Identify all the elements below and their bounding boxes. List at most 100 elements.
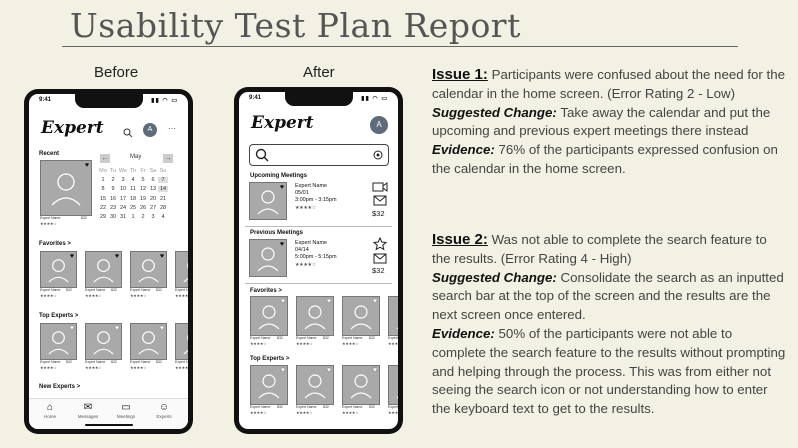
video-call-icon[interactable] <box>372 181 388 195</box>
expert-card[interactable]: ♥ <box>175 323 188 360</box>
expert-card[interactable]: ♥ <box>342 296 380 336</box>
avatar[interactable]: A <box>143 123 157 137</box>
expert-card[interactable]: ♥ <box>130 323 167 360</box>
calendar-day[interactable]: 16 <box>109 195 117 202</box>
expert-card[interactable]: ♥ <box>85 251 122 288</box>
top-experts-section-title[interactable]: Top Experts > <box>39 313 79 319</box>
top-experts-section-title[interactable]: Top Experts > <box>250 356 290 362</box>
weekday-header: Sa <box>149 168 157 174</box>
calendar-day[interactable]: 10 <box>119 186 127 193</box>
heart-icon[interactable]: ♥ <box>326 367 331 374</box>
tab-home[interactable]: ⌂ Home <box>33 402 67 419</box>
favorites-section-title[interactable]: Favorites > <box>250 288 282 294</box>
calendar-day[interactable]: 19 <box>139 195 147 202</box>
rating-stars: ★★★★☆ <box>388 341 398 346</box>
calendar-day[interactable]: 27 <box>149 204 157 211</box>
calendar-day[interactable]: 3 <box>121 177 125 184</box>
rating-stars: ★★★★☆ <box>296 410 313 415</box>
heart-icon[interactable]: ♥ <box>372 367 377 374</box>
calendar-day[interactable]: 25 <box>129 204 137 211</box>
calendar-day[interactable]: 31 <box>119 213 127 220</box>
calendar-day[interactable]: 23 <box>109 204 117 211</box>
tab-messages[interactable]: ✉ Messages <box>71 402 105 419</box>
calendar-day[interactable]: 11 <box>130 186 136 193</box>
more-icon[interactable]: ··· <box>168 124 176 133</box>
expert-card[interactable]: ♥ <box>175 251 188 288</box>
calendar-day[interactable]: 24 <box>119 204 127 211</box>
calendar-day[interactable]: 30 <box>109 213 117 220</box>
calendar-day[interactable]: 21 <box>159 195 167 202</box>
expert-card[interactable]: ♥ <box>388 365 398 405</box>
tab-meetings[interactable]: ▭ Meetings <box>109 402 143 419</box>
favorites-section-title[interactable]: Favorites > <box>39 241 71 247</box>
star-icon[interactable] <box>372 236 388 253</box>
calendar-day[interactable]: 1 <box>131 213 135 220</box>
new-experts-section-title[interactable]: New Experts > <box>39 384 81 390</box>
calendar-day[interactable]: 7 <box>158 177 168 184</box>
calendar-grid[interactable]: Mo Tu We Th Fr Sa Su 1 2 3 4 5 6 7 8 9 10 11 12 13 14 15 16 17 1… <box>98 168 168 220</box>
calendar-day[interactable]: 20 <box>149 195 157 202</box>
heart-icon[interactable]: ♥ <box>114 253 119 260</box>
calendar-day[interactable]: 18 <box>129 195 137 202</box>
expert-card[interactable]: ♥ <box>40 251 77 288</box>
heart-icon[interactable]: ♥ <box>326 298 331 305</box>
mail-icon[interactable] <box>373 253 387 266</box>
heart-icon[interactable]: ♥ <box>280 367 285 374</box>
calendar-day[interactable]: 22 <box>99 204 107 211</box>
calendar-day[interactable]: 26 <box>139 204 147 211</box>
calendar-day[interactable]: 6 <box>151 177 155 184</box>
rating-stars: ★★★★☆ <box>295 262 316 268</box>
search-icon[interactable] <box>123 125 133 138</box>
heart-icon[interactable]: ♥ <box>69 325 74 332</box>
expert-card[interactable]: ♥ <box>296 365 334 405</box>
expert-card[interactable]: ♥ <box>85 323 122 360</box>
weekday-header: Th <box>129 168 137 174</box>
heart-icon[interactable]: ♥ <box>159 325 164 332</box>
calendar-day[interactable]: 4 <box>131 177 135 184</box>
expert-card[interactable]: ♥ <box>40 323 77 360</box>
calendar-day[interactable]: 2 <box>141 213 145 220</box>
calendar-day[interactable]: 29 <box>99 213 107 220</box>
recent-expert-card[interactable]: ♥ <box>40 160 92 216</box>
expert-card[interactable]: ♥ <box>342 365 380 405</box>
heart-icon[interactable]: ♥ <box>69 253 74 260</box>
calendar-day[interactable]: 1 <box>101 177 105 184</box>
issue-1-text: Participants were confused about the nee… <box>432 67 786 101</box>
heart-icon[interactable]: ♥ <box>372 298 377 305</box>
expert-card[interactable]: ♥ <box>250 296 288 336</box>
recent-section-title: Recent <box>39 151 60 157</box>
calendar-day[interactable]: 3 <box>151 213 155 220</box>
calendar-day[interactable]: 28 <box>159 204 167 211</box>
calendar-day[interactable]: 2 <box>111 177 115 184</box>
next-month-button[interactable]: → <box>163 154 173 163</box>
heart-icon[interactable]: ♥ <box>279 241 284 248</box>
heart-icon[interactable]: ♥ <box>279 184 284 191</box>
heart-icon[interactable]: ♥ <box>114 325 119 332</box>
calendar-day[interactable]: 15 <box>99 195 107 202</box>
expert-card[interactable]: ♥ <box>296 296 334 336</box>
expert-card[interactable]: ♥ <box>250 365 288 405</box>
calendar-day[interactable]: 9 <box>111 186 115 193</box>
avatar[interactable]: A <box>370 116 388 134</box>
calendar-day[interactable]: 8 <box>101 186 105 193</box>
previous-meeting-row[interactable]: ♥ Expert Name 04/14 5:00pm - 5:15pm ★★★★… <box>245 236 392 284</box>
mail-icon: ✉ <box>83 402 93 413</box>
upcoming-meeting-row[interactable]: ♥ Expert Name 05/01 3:00pm - 3:15pm ★★★★… <box>245 180 392 227</box>
calendar-day[interactable]: 4 <box>161 213 165 220</box>
tab-experts[interactable]: ☺ Experts <box>147 402 181 419</box>
expert-card[interactable]: ♥ <box>388 296 398 336</box>
mail-icon[interactable] <box>373 195 387 208</box>
calendar-day[interactable]: 12 <box>139 186 147 193</box>
search-input[interactable] <box>249 144 389 166</box>
calendar-day[interactable]: 17 <box>119 195 127 202</box>
heart-icon[interactable]: ♥ <box>84 162 89 169</box>
app-logo: Expert <box>251 113 314 133</box>
expert-card[interactable]: ♥ <box>130 251 167 288</box>
calendar-day[interactable]: 13 <box>149 186 157 193</box>
target-icon[interactable] <box>373 150 383 160</box>
prev-month-button[interactable]: ← <box>100 154 110 163</box>
heart-icon[interactable]: ♥ <box>280 298 285 305</box>
calendar-day[interactable]: 14 <box>158 186 168 193</box>
heart-icon[interactable]: ♥ <box>159 253 164 260</box>
calendar-day[interactable]: 5 <box>141 177 145 184</box>
